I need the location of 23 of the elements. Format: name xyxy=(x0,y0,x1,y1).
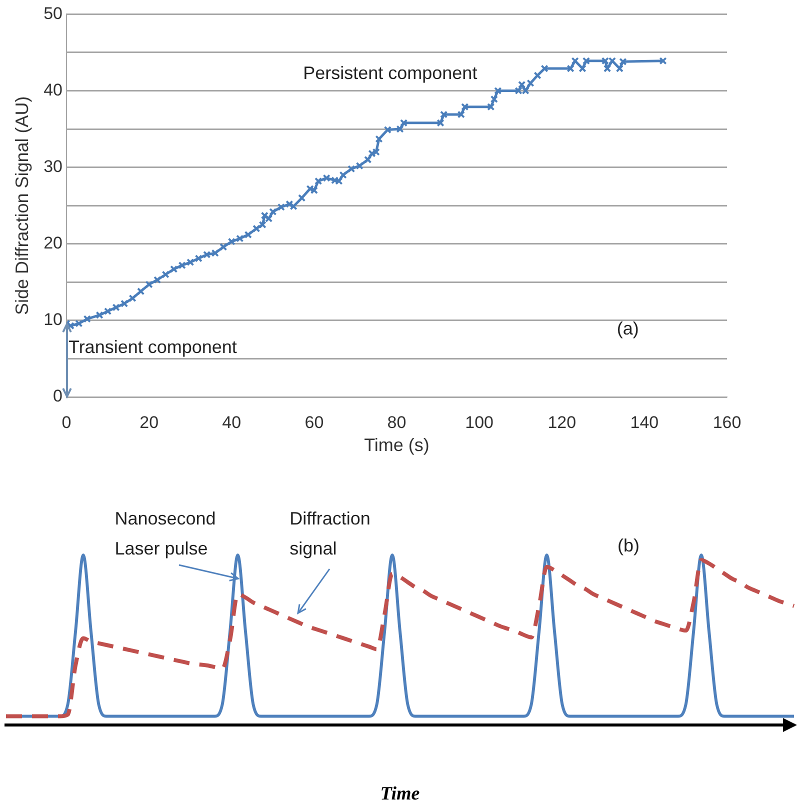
x-tick-label: 120 xyxy=(548,412,576,432)
y-axis-title: Side Diffraction Signal (AU) xyxy=(12,96,32,315)
y-tick-label: 40 xyxy=(44,80,63,100)
y-tick-label: 30 xyxy=(44,157,63,176)
y-tick-label: 50 xyxy=(44,4,63,23)
x-tick-label: 80 xyxy=(387,412,406,432)
x-tick-label: 160 xyxy=(712,412,742,432)
x-axis-title: Time xyxy=(380,784,420,805)
annotation: Nanosecond Laser pulse xyxy=(114,508,216,558)
annotation: Persistent component xyxy=(303,62,478,83)
x-tick-label: 20 xyxy=(140,412,159,432)
annotation: Diffraction signal xyxy=(290,508,370,558)
x-tick-label: 100 xyxy=(465,412,494,432)
annotation: Transient component xyxy=(68,336,237,357)
x-tick-label: 140 xyxy=(630,412,659,432)
y-tick-label: 20 xyxy=(44,234,63,253)
x-tick-label: 40 xyxy=(222,412,242,432)
y-tick-label: 10 xyxy=(44,310,63,330)
y-tick-label: 0 xyxy=(53,386,63,406)
x-tick-label: 60 xyxy=(304,412,324,432)
annotation: (a) xyxy=(616,318,639,339)
x-axis-title: Time (s) xyxy=(364,435,430,456)
annotation: (b) xyxy=(618,535,640,556)
